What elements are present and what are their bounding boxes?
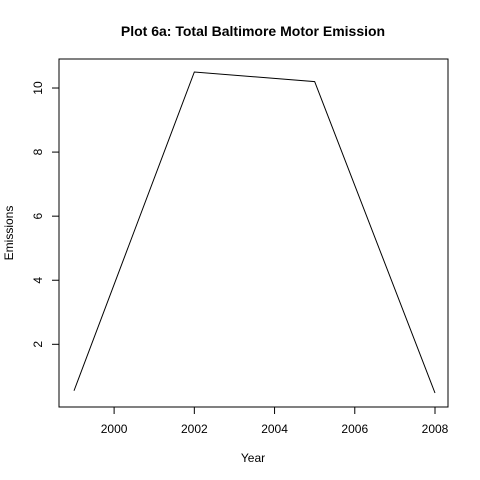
y-tick-label: 8 xyxy=(31,148,45,155)
y-tick-label: 10 xyxy=(31,81,45,95)
x-axis-label: Year xyxy=(241,451,265,465)
chart-title: Plot 6a: Total Baltimore Motor Emission xyxy=(121,23,385,39)
x-tick-label: 2008 xyxy=(422,422,449,436)
y-tick-label: 4 xyxy=(31,277,45,284)
y-tick-label: 2 xyxy=(31,341,45,348)
x-tick-label: 2002 xyxy=(181,422,208,436)
y-axis-label: Emissions xyxy=(2,206,16,261)
x-tick-label: 2000 xyxy=(101,422,128,436)
x-tick-label: 2004 xyxy=(261,422,288,436)
x-tick-label: 2006 xyxy=(341,422,368,436)
y-tick-label: 6 xyxy=(31,213,45,220)
